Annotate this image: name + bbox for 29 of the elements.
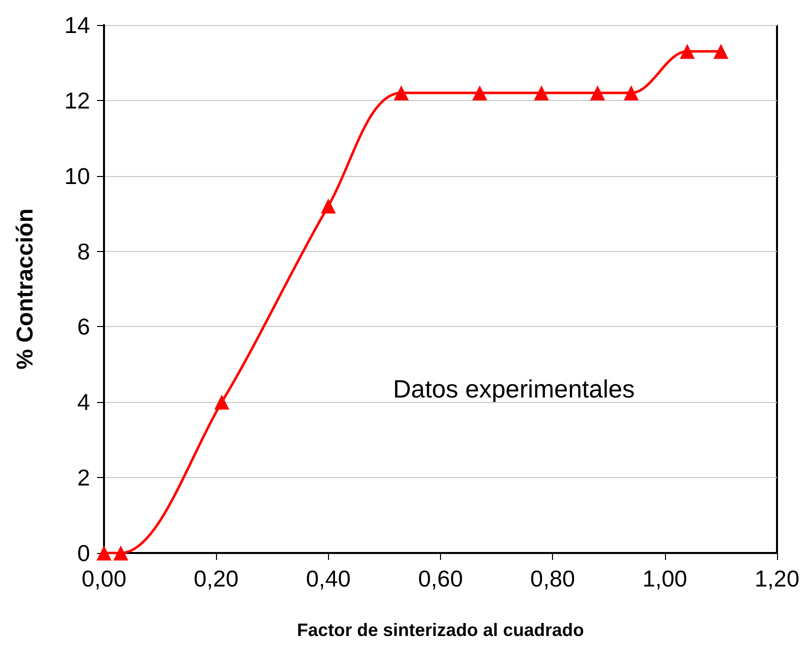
x-tick-label: 0,40	[306, 566, 351, 592]
x-tick-label: 0,60	[418, 566, 463, 592]
x-tick-label: 0,80	[530, 566, 576, 592]
point	[214, 394, 230, 410]
point	[590, 85, 606, 100]
point	[394, 85, 409, 100]
y-tick-label: 12	[64, 87, 90, 114]
point	[624, 85, 639, 100]
y-tick-label: 8	[77, 238, 90, 264]
x-tick-label: 1,00	[642, 566, 688, 592]
point	[713, 44, 728, 59]
x-axis-title: Factor de sinterizado al cuadrado	[296, 620, 584, 640]
point	[680, 44, 695, 59]
y-tick-label: 2	[77, 464, 90, 491]
point	[320, 198, 336, 214]
x-tick-label: 0,00	[82, 566, 126, 592]
point	[96, 546, 112, 560]
point	[472, 85, 488, 100]
y-tick-label: 6	[77, 314, 90, 340]
annotation: Datos experimentales	[393, 376, 635, 404]
y-tick-label: 0	[77, 540, 90, 566]
y-tick-label: 14	[64, 12, 90, 38]
y-tick-label: 4	[77, 389, 90, 416]
y-axis-title: % Contracción	[12, 208, 38, 370]
y-tick-label: 10	[64, 162, 90, 189]
point	[113, 546, 128, 560]
point	[534, 85, 549, 100]
x-tick-label: 1,20	[754, 566, 800, 592]
x-tick-label: 0,20	[194, 566, 239, 592]
